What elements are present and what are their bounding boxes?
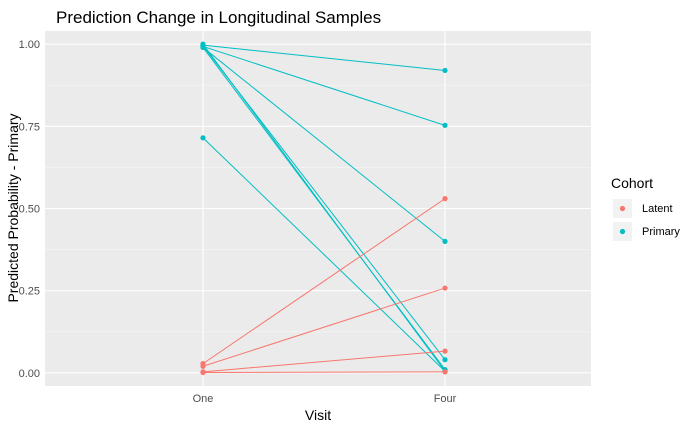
y-tick-label: 1.00 xyxy=(19,39,40,51)
series-line xyxy=(202,47,446,242)
series-line xyxy=(202,137,446,372)
data-point xyxy=(442,67,448,74)
data-point xyxy=(442,196,448,202)
series-lines xyxy=(202,43,446,374)
y-tick-label: 0.75 xyxy=(19,121,40,133)
series-line xyxy=(202,287,446,367)
legend-title: Cohort xyxy=(611,175,653,191)
data-point xyxy=(200,41,206,47)
grid-major xyxy=(45,31,591,386)
series-line xyxy=(202,44,446,71)
series-line xyxy=(202,43,446,372)
data-point xyxy=(442,285,448,291)
legend: Cohort Latent Primary xyxy=(611,175,680,241)
data-point xyxy=(442,122,448,128)
legend-swatch xyxy=(619,205,626,212)
grid-minor xyxy=(45,84,591,333)
data-point xyxy=(442,369,448,375)
x-tick-labels: One Four xyxy=(193,393,457,405)
x-tick-label: One xyxy=(193,393,214,405)
y-tick-label: 0.25 xyxy=(19,286,40,298)
x-tick-label: Four xyxy=(434,393,457,405)
legend-swatch xyxy=(619,228,626,235)
series-line xyxy=(202,350,446,373)
y-tick-labels: 0.00 0.25 0.50 0.75 1.00 xyxy=(19,39,40,380)
data-point xyxy=(200,363,206,369)
series-line xyxy=(202,371,446,374)
y-axis-title: Predicted Probability - Primary xyxy=(5,113,21,302)
y-tick-label: 0.00 xyxy=(19,368,40,380)
data-point xyxy=(442,238,448,244)
legend-label: Latent xyxy=(642,203,673,215)
data-point xyxy=(200,369,206,376)
chart-title: Prediction Change in Longitudinal Sample… xyxy=(56,8,381,27)
data-point xyxy=(200,135,206,141)
data-point xyxy=(442,357,448,363)
series-points xyxy=(200,41,448,376)
x-axis-title: Visit xyxy=(305,407,331,423)
y-tick-label: 0.50 xyxy=(19,204,40,216)
data-point xyxy=(442,348,448,354)
series-line xyxy=(202,198,446,365)
series-line xyxy=(202,45,446,126)
legend-label: Primary xyxy=(642,226,680,238)
